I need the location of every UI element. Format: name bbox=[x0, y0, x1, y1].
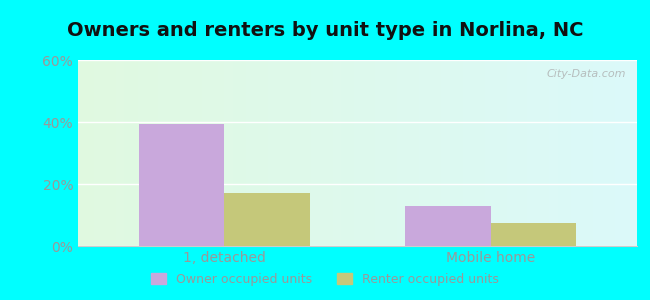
Bar bbox=[224, 193, 309, 246]
Bar bbox=[139, 124, 224, 246]
Text: City-Data.com: City-Data.com bbox=[546, 69, 626, 79]
Bar bbox=[406, 206, 491, 246]
Text: Owners and renters by unit type in Norlina, NC: Owners and renters by unit type in Norli… bbox=[67, 21, 583, 40]
Legend: Owner occupied units, Renter occupied units: Owner occupied units, Renter occupied un… bbox=[146, 268, 504, 291]
Bar bbox=[491, 223, 576, 246]
